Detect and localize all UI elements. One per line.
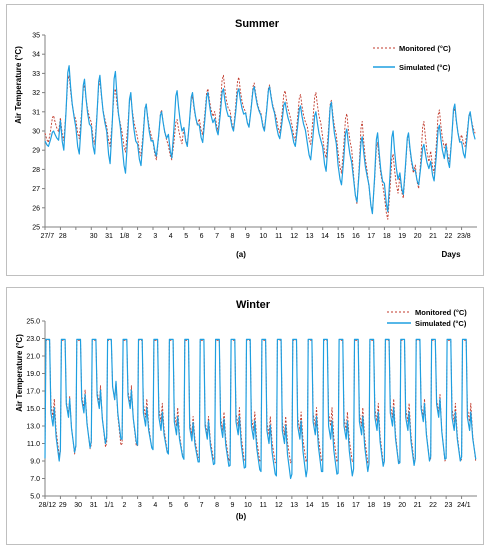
y-tick-label: 30 bbox=[32, 129, 40, 136]
x-tick-label: 18 bbox=[367, 502, 375, 509]
legend-simulated-label: Simulated (°C) bbox=[399, 63, 451, 72]
x-tick-label: 11 bbox=[275, 233, 282, 240]
x-tick-label: 12 bbox=[290, 233, 298, 240]
x-tick-label: 2 bbox=[138, 233, 142, 240]
x-tick-label: 7 bbox=[215, 233, 219, 240]
x-tick-label: 22 bbox=[429, 502, 437, 509]
x-tick-label: 5 bbox=[184, 233, 188, 240]
x-tick-label: 5 bbox=[169, 502, 173, 509]
y-tick-label: 15.0 bbox=[26, 406, 40, 413]
x-tick-label: 6 bbox=[200, 233, 204, 240]
winter-chart-panel: Winter Air Temperature (°C) (b) Monitore… bbox=[6, 287, 484, 545]
x-tick-label: 30 bbox=[74, 502, 82, 509]
x-tick-label: 27/7 bbox=[41, 233, 55, 240]
series-line-simulated bbox=[44, 338, 477, 480]
y-tick-label: 31 bbox=[32, 109, 40, 116]
x-tick-label: 8 bbox=[231, 233, 235, 240]
x-tick-label: 6 bbox=[184, 502, 188, 509]
x-tick-label: 28 bbox=[59, 233, 67, 240]
y-tick-label: 33 bbox=[32, 71, 40, 78]
y-tick-label: 34 bbox=[32, 52, 40, 59]
y-tick-label: 13.0 bbox=[26, 424, 40, 431]
x-tick-label: 22 bbox=[445, 233, 453, 240]
y-tick-label: 17.0 bbox=[26, 389, 40, 396]
x-tick-label: 21 bbox=[429, 233, 437, 240]
x-tick-label: 13 bbox=[306, 233, 314, 240]
x-tick-label: 16 bbox=[337, 502, 345, 509]
y-tick-label: 11.0 bbox=[27, 441, 40, 448]
y-tick-label: 23.0 bbox=[26, 336, 40, 343]
x-tick-label: 4 bbox=[169, 233, 173, 240]
x-axis-label: Days bbox=[441, 250, 461, 259]
x-tick-label: 9 bbox=[246, 233, 250, 240]
x-tick-label: 14 bbox=[306, 502, 314, 509]
x-tick-label: 23/8 bbox=[457, 233, 471, 240]
x-tick-label: 17 bbox=[352, 502, 360, 509]
x-tick-label: 1/8 bbox=[120, 233, 130, 240]
x-tick-label: 21 bbox=[414, 502, 422, 509]
legend-simulated-label: Simulated (°C) bbox=[415, 319, 467, 328]
y-axis-label: Air Temperature (°C) bbox=[14, 46, 23, 124]
x-tick-label: 19 bbox=[383, 502, 391, 509]
x-tick-label: 7 bbox=[200, 502, 204, 509]
x-tick-label: 31 bbox=[105, 233, 113, 240]
x-tick-label: 3 bbox=[138, 502, 142, 509]
series-line-monitored bbox=[44, 74, 476, 220]
x-tick-label: 11 bbox=[260, 502, 267, 509]
y-tick-label: 29 bbox=[32, 148, 40, 155]
x-tick-label: 24/1 bbox=[457, 502, 471, 509]
x-tick-label: 10 bbox=[259, 233, 267, 240]
x-tick-label: 9 bbox=[231, 502, 235, 509]
x-tick-label: 29 bbox=[59, 502, 67, 509]
x-tick-label: 10 bbox=[244, 502, 252, 509]
x-tick-label: 2 bbox=[123, 502, 127, 509]
y-tick-label: 19.0 bbox=[26, 371, 40, 378]
x-tick-label: 4 bbox=[153, 502, 157, 509]
x-tick-label: 19 bbox=[398, 233, 406, 240]
x-tick-label: 16 bbox=[352, 233, 360, 240]
x-tick-label: 15 bbox=[337, 233, 345, 240]
x-tick-label: 20 bbox=[414, 233, 422, 240]
y-tick-label: 25.0 bbox=[26, 319, 40, 326]
y-tick-label: 32 bbox=[32, 90, 40, 97]
x-tick-label: 15 bbox=[321, 502, 329, 509]
x-tick-label: 8 bbox=[215, 502, 219, 509]
panel-label: (b) bbox=[236, 512, 247, 521]
y-tick-label: 28 bbox=[32, 167, 40, 174]
y-tick-label: 27 bbox=[32, 186, 40, 193]
y-tick-label: 26 bbox=[32, 205, 40, 212]
x-tick-label: 1/1 bbox=[104, 502, 114, 509]
panel-label: (a) bbox=[236, 250, 246, 259]
legend: Monitored (°C) Simulated (°C) bbox=[373, 44, 451, 72]
x-tick-label: 20 bbox=[398, 502, 406, 509]
y-tick-label: 5.0 bbox=[30, 494, 40, 501]
x-tick-label: 18 bbox=[383, 233, 391, 240]
chart-title: Summer bbox=[235, 18, 280, 30]
x-tick-label: 12 bbox=[275, 502, 283, 509]
summer-chart-panel: Summer Air Temperature (°C) (a) Days Mon… bbox=[6, 4, 484, 276]
y-axis-label: Air Temperature (°C) bbox=[15, 334, 24, 412]
x-tick-label: 14 bbox=[321, 233, 329, 240]
y-tick-label: 25 bbox=[32, 225, 40, 232]
series-line-simulated bbox=[44, 65, 476, 215]
summer-chart: Summer Air Temperature (°C) (a) Days Mon… bbox=[14, 18, 477, 259]
x-tick-label: 30 bbox=[90, 233, 98, 240]
x-tick-label: 31 bbox=[90, 502, 98, 509]
x-tick-label: 28/12 bbox=[39, 502, 57, 509]
legend-monitored-label: Monitored (°C) bbox=[399, 44, 451, 53]
x-tick-label: 13 bbox=[290, 502, 298, 509]
winter-chart: Winter Air Temperature (°C) (b) Monitore… bbox=[15, 299, 477, 521]
x-tick-label: 23 bbox=[445, 502, 453, 509]
y-tick-label: 21.0 bbox=[26, 354, 40, 361]
legend-monitored-label: Monitored (°C) bbox=[415, 308, 467, 317]
y-tick-label: 7.0 bbox=[30, 476, 40, 483]
y-tick-label: 35 bbox=[32, 33, 40, 40]
y-tick-label: 9.0 bbox=[30, 459, 40, 466]
x-tick-label: 3 bbox=[153, 233, 157, 240]
chart-title: Winter bbox=[236, 299, 271, 311]
x-tick-label: 17 bbox=[367, 233, 375, 240]
legend: Monitored (°C) Simulated (°C) bbox=[387, 308, 467, 328]
